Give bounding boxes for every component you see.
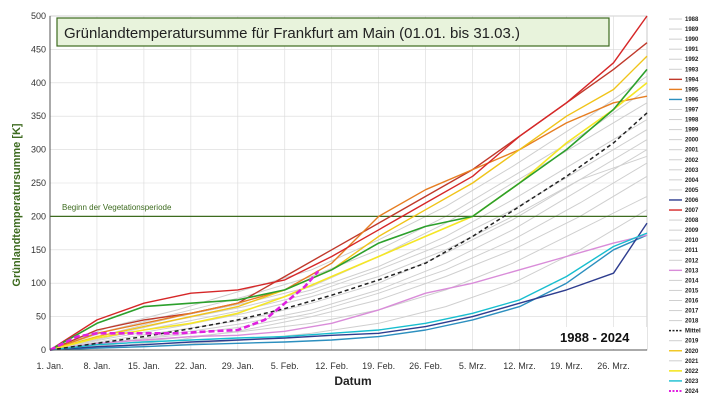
x-tick-label: 26. Feb. [409,361,442,371]
grey-series-line [49,89,648,351]
legend-entry: 1992 [685,57,699,63]
series-line-2022 [49,82,648,351]
x-axis-title: Datum [334,374,371,388]
legend-entry: 2009 [685,228,699,234]
legend-entry: 2000 [685,138,699,144]
legend-entry: 2008 [685,218,699,224]
legend-entry: 1989 [685,27,699,33]
x-tick-label: 5. Mrz. [459,361,487,371]
legend-entry: 2006 [685,198,699,204]
legend-box [664,6,714,398]
legend-entry: 1991 [685,47,699,53]
y-tick-label: 50 [36,312,46,322]
series-line-2013 [49,234,648,351]
y-tick-label: 0 [41,345,46,355]
legend-entry: 2020 [685,349,699,355]
x-tick-label: 22. Jan. [175,361,207,371]
legend-entry: 1998 [685,118,699,124]
range-label-box [551,327,647,349]
legend-entry: 2019 [685,339,699,345]
series-line-2007 [49,15,648,351]
y-tick-label: 200 [31,211,46,221]
legend-entry: 2015 [685,288,699,294]
legend-entry: 2014 [685,278,699,284]
x-tick-label: 12. Feb. [315,361,348,371]
legend-entry: 2024 [685,389,699,395]
legend-entry: 2022 [685,369,699,375]
y-tick-labels: 0 50 100 150 200 250 300 350 400 450 500 [31,11,46,355]
y-tick-label: 250 [31,178,46,188]
x-tick-label: 29. Jan. [222,361,254,371]
legend-entry: 1988 [685,17,699,23]
x-tick-label: 19. Mrz. [550,361,583,371]
legend-entry: 2001 [685,148,699,154]
legend-entry: 2021 [685,359,699,365]
legend: 1988 1989 1990 1991 1992 1993 1994 1995 1996 1997… [664,6,714,398]
reference-line-label: Beginn der Vegetationsperiode [62,203,172,212]
x-tick-label: 15. Jan. [128,361,160,371]
legend-entry: 2005 [685,188,699,194]
y-tick-label: 400 [31,78,46,88]
grey-series-line [49,75,648,351]
legend-entry: 2011 [685,248,699,254]
series-line-1996 [49,234,648,351]
legend-entry: 1993 [685,67,699,73]
legend-entry: 2012 [685,258,699,264]
y-tick-label: 100 [31,278,46,288]
legend-entry: 2023 [685,379,699,385]
y-tick-label: 500 [31,11,46,21]
legend-entry: 1999 [685,128,699,134]
axes [49,16,647,351]
y-tick-label: 150 [31,245,46,255]
series-line-2020 [49,55,648,351]
grey-series-line [49,119,648,351]
x-tick-labels: 1. Jan. 8. Jan. 15. Jan. 22. Jan. 29. Jan. 5.… [36,361,629,371]
grey-series-line [49,175,648,351]
y-axis-title: Grünlandtemperatursumme [K] [11,123,23,287]
series-line-2024 [49,270,320,352]
legend-entry: 2004 [685,178,699,184]
legend-entry: 2002 [685,158,699,164]
x-tick-label: 5. Feb. [271,361,299,371]
x-tick-label: 1. Jan. [36,361,63,371]
range-label: 1988 - 2024 [560,330,630,345]
x-tick-label: 8. Jan. [83,361,110,371]
legend-entry: Mittel [685,329,701,335]
chart-title: Grünlandtemperatursumme für Frankfurt am… [64,25,520,42]
legend-entry: 2016 [685,299,699,305]
legend-entry: 1995 [685,87,699,93]
series-line-grün [49,68,648,351]
legend-entry: 2010 [685,238,699,244]
legend-entry: 2013 [685,268,699,274]
y-tick-label: 450 [31,44,46,54]
series-group [49,15,648,352]
grey-series-line [49,162,648,351]
y-tick-label: 350 [31,111,46,121]
series-line-2006 [49,222,648,351]
title-box [56,17,610,47]
x-tick-label: 19. Feb. [362,361,395,371]
grey-series-line [49,139,648,351]
x-tick-label: 12. Mrz. [503,361,536,371]
legend-entry: 1996 [685,97,699,103]
legend-entry: 1990 [685,37,699,43]
y-tick-label: 300 [31,145,46,155]
x-tick-label: 26. Mrz. [597,361,630,371]
series-line-2023 [49,232,648,351]
legend-entry: 2017 [685,309,699,315]
series-line-1995 [49,95,648,351]
legend-entry: 1997 [685,108,699,114]
grey-series-line [49,155,648,351]
legend-entry: 2007 [685,208,699,214]
legend-entry: 2003 [685,168,699,174]
series-line-mittel [49,112,648,351]
legend-entry: 1994 [685,77,699,83]
legend-entry: 2018 [685,319,699,325]
